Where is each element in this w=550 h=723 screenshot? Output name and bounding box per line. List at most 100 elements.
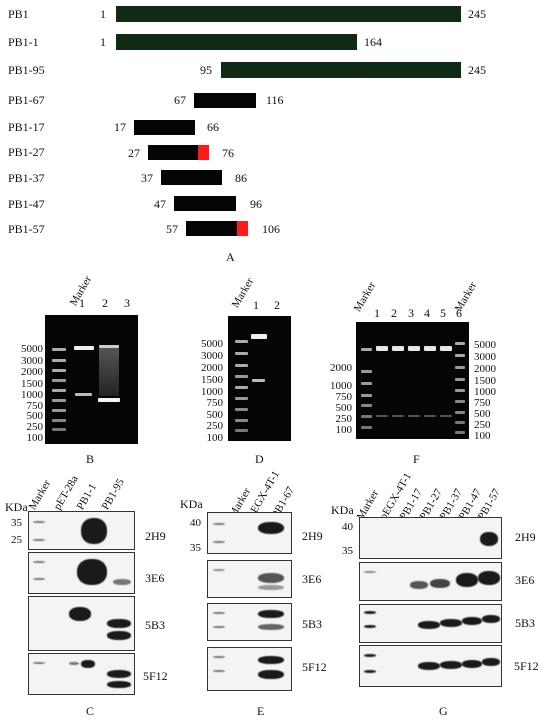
start-residue: 1	[100, 35, 106, 49]
construct-bar	[174, 196, 236, 211]
construct-label: PB1-67	[8, 93, 45, 107]
size-label: 100	[206, 432, 224, 444]
antibody-label: 2H9	[145, 529, 166, 543]
lane-label: 1	[79, 296, 85, 310]
antibody-label: 2H9	[302, 529, 323, 543]
lane-label: PB1-95	[99, 476, 127, 512]
lane-label: Marker	[26, 477, 54, 512]
start-residue: 1	[100, 7, 106, 21]
antibody-label: 5F12	[143, 669, 168, 683]
construct-label: PB1-95	[8, 63, 45, 77]
panel-letter: A	[226, 250, 235, 264]
lane-label: 3	[408, 306, 414, 320]
western-blot-strip	[207, 603, 292, 641]
start-residue: 47	[154, 197, 166, 211]
construct-bar	[148, 145, 198, 160]
panel-letter: F	[413, 452, 420, 466]
size-label: 1000	[201, 386, 223, 398]
size-label: 2000	[330, 362, 352, 374]
panel-letter: C	[86, 704, 95, 718]
lane-label: Marker	[452, 279, 480, 314]
antibody-label: 3E6	[145, 571, 165, 585]
size-label: 5000	[21, 343, 43, 355]
size-label: 3000	[21, 355, 43, 367]
construct-bar	[221, 62, 461, 78]
end-residue: 106	[262, 222, 280, 236]
antibody-label: 3E6	[515, 573, 535, 587]
lane-label: 5	[440, 306, 446, 320]
size-label: 2000	[201, 362, 223, 374]
construct-bar	[194, 93, 256, 108]
mw-label: 35	[11, 517, 22, 529]
western-blot-strip	[359, 562, 502, 601]
size-label: 3000	[474, 351, 496, 363]
western-blot-strip	[28, 511, 135, 550]
construct-label: PB1-57	[8, 222, 45, 236]
lane-label: 4	[424, 306, 430, 320]
kda-label: KDa	[5, 500, 28, 514]
lane-label: 3	[124, 296, 130, 310]
start-residue: 95	[200, 63, 212, 77]
size-label: 1000	[474, 386, 496, 398]
antibody-label: 3E6	[302, 572, 322, 586]
size-label: 100	[26, 432, 44, 444]
western-blot-strip	[28, 653, 135, 695]
lane-label: 1	[253, 298, 259, 312]
size-label: 1000	[330, 380, 352, 392]
size-label: 1500	[21, 378, 43, 390]
end-residue: 76	[222, 146, 234, 160]
size-label: 750	[206, 397, 224, 409]
mw-label: 35	[342, 545, 353, 557]
end-residue: 66	[207, 120, 219, 134]
mw-label: 40	[190, 517, 201, 529]
size-label: 1000	[21, 389, 43, 401]
size-label: 1500	[201, 374, 223, 386]
end-residue: 96	[250, 197, 262, 211]
size-label: 100	[474, 430, 491, 442]
size-label: 5000	[201, 338, 223, 350]
construct-bar	[161, 170, 222, 185]
size-label: 250	[206, 420, 224, 432]
antibody-label: 5B3	[145, 618, 166, 632]
western-blot-strip	[207, 560, 292, 598]
end-residue: 245	[468, 7, 486, 21]
construct-label: PB1-37	[8, 171, 45, 185]
panel-letter: G	[439, 704, 448, 718]
antibody-label: 5F12	[514, 659, 539, 673]
start-residue: 37	[141, 171, 153, 185]
construct-label: PB1-1	[8, 35, 39, 49]
western-blot-strip	[28, 552, 135, 594]
antibody-label: 5F12	[302, 660, 327, 674]
western-blot-strip	[207, 647, 292, 691]
lane-label: 2	[274, 298, 280, 312]
western-blot-strip	[359, 645, 502, 687]
kda-label: KDa	[331, 503, 354, 517]
antibody-label: 5B3	[302, 617, 323, 631]
agarose-gel	[45, 315, 138, 444]
lane-label: 1	[374, 306, 380, 320]
western-blot-strip	[359, 517, 502, 559]
panel-letter: B	[86, 452, 95, 466]
mw-label: 40	[342, 521, 353, 533]
start-residue: 27	[128, 146, 140, 160]
size-label: 500	[335, 402, 353, 414]
size-label: 250	[26, 421, 44, 433]
lane-label: 6	[456, 306, 462, 320]
size-label: 500	[474, 408, 491, 420]
start-residue: 17	[114, 120, 126, 134]
size-label: 750	[335, 391, 353, 403]
size-label: 3000	[201, 350, 223, 362]
lane-label: 2	[102, 296, 108, 310]
size-label: 5000	[474, 339, 496, 351]
western-blot-strip	[207, 512, 292, 554]
construct-bar	[134, 120, 195, 135]
end-residue: 164	[364, 35, 382, 49]
lane-label: PB1-1	[74, 481, 100, 512]
western-blot-strip	[28, 596, 135, 651]
start-residue: 67	[174, 93, 186, 107]
size-label: 2000	[21, 366, 43, 378]
agarose-gel	[356, 322, 469, 439]
tag-segment	[237, 221, 248, 236]
agarose-gel	[228, 316, 291, 441]
construct-label: PB1-27	[8, 145, 45, 159]
